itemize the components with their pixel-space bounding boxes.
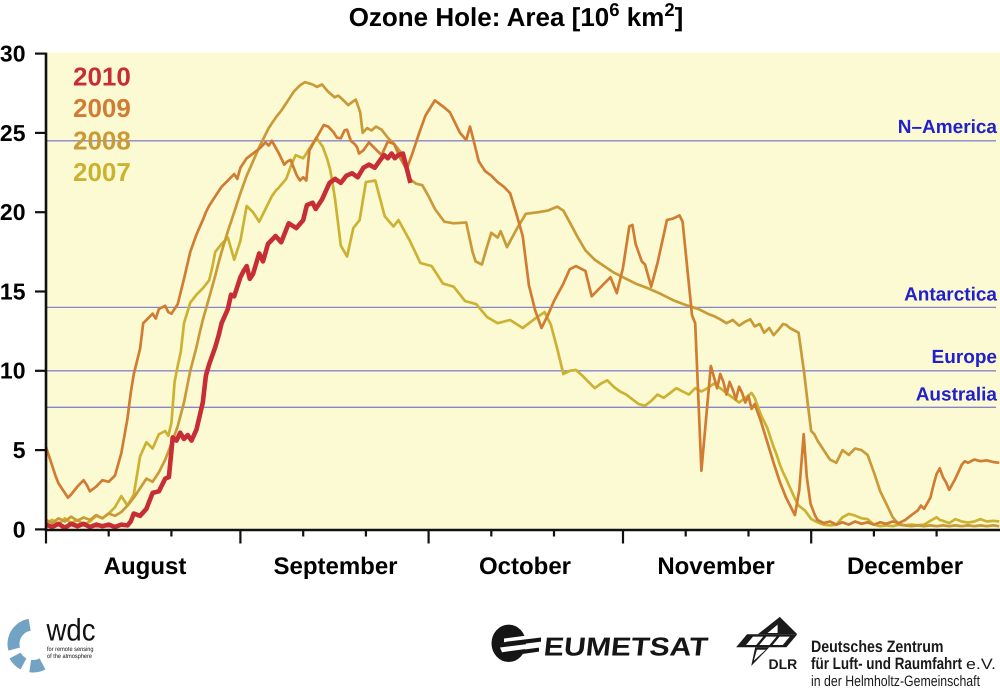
svg-text:in der Helmholtz-Gemeinschaft: in der Helmholtz-Gemeinschaft (811, 673, 981, 690)
svg-text:30: 30 (0, 41, 26, 67)
svg-text:Europe: Europe (932, 347, 997, 368)
svg-text:DLR: DLR (769, 656, 798, 672)
svg-text:10: 10 (0, 358, 26, 384)
svg-text:October: October (479, 553, 571, 580)
svg-text:5: 5 (13, 437, 26, 463)
svg-text:2009: 2009 (73, 93, 131, 123)
svg-text:wdc: wdc (46, 613, 96, 648)
svg-text:November: November (657, 553, 774, 580)
svg-text:15: 15 (0, 278, 26, 304)
svg-text:for remote sensing: for remote sensing (47, 646, 94, 653)
svg-text:EUMETSAT: EUMETSAT (542, 632, 709, 662)
svg-text:2007: 2007 (73, 157, 131, 187)
svg-text:20: 20 (0, 199, 26, 225)
svg-text:December: December (847, 553, 963, 580)
svg-text:of the atmosphere: of the atmosphere (47, 653, 93, 660)
svg-text:Australia: Australia (916, 385, 998, 406)
svg-text:N–America: N–America (898, 117, 998, 138)
svg-text:e.V.: e.V. (966, 656, 996, 673)
svg-text:Ozone Hole: Area [106 km2]: Ozone Hole: Area [106 km2] (349, 0, 684, 32)
svg-text:2008: 2008 (73, 126, 131, 156)
svg-text:August: August (104, 553, 187, 580)
svg-text:0: 0 (13, 516, 26, 542)
svg-text:Antarctica: Antarctica (904, 285, 997, 306)
svg-text:Deutsches Zentrum: Deutsches Zentrum (811, 638, 944, 656)
svg-text:für Luft- und Raumfahrt: für Luft- und Raumfahrt (811, 655, 962, 673)
svg-text:September: September (273, 553, 397, 580)
svg-text:2010: 2010 (73, 62, 131, 92)
svg-text:25: 25 (0, 120, 26, 146)
